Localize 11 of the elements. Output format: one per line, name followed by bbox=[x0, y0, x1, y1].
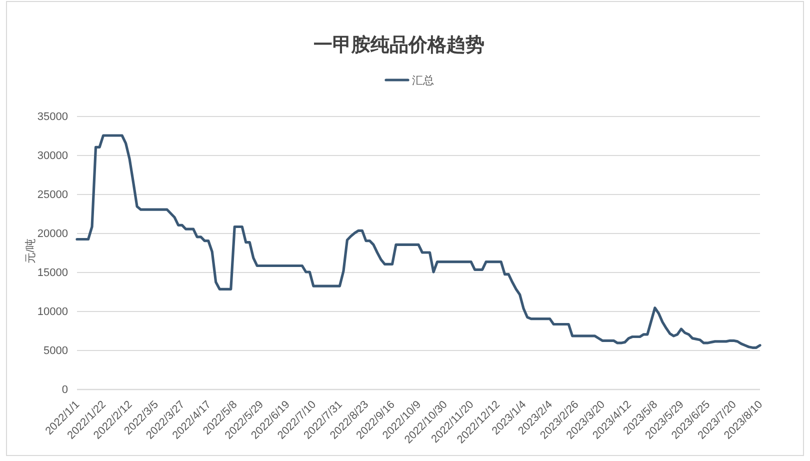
ytick-label: 35000 bbox=[37, 111, 68, 123]
ytick-label: 10000 bbox=[37, 306, 68, 318]
ytick-label: 5000 bbox=[44, 345, 68, 357]
ytick-label: 0 bbox=[62, 384, 68, 396]
ylabel: 元/吨 bbox=[25, 238, 37, 264]
ytick-label: 20000 bbox=[37, 228, 68, 240]
ytick-label: 25000 bbox=[37, 189, 68, 201]
legend-label: 汇总 bbox=[412, 75, 434, 87]
title: 一甲胺纯品价格趋势 bbox=[314, 35, 484, 56]
ytick-label: 15000 bbox=[37, 267, 68, 279]
ytick-label: 30000 bbox=[37, 150, 68, 162]
